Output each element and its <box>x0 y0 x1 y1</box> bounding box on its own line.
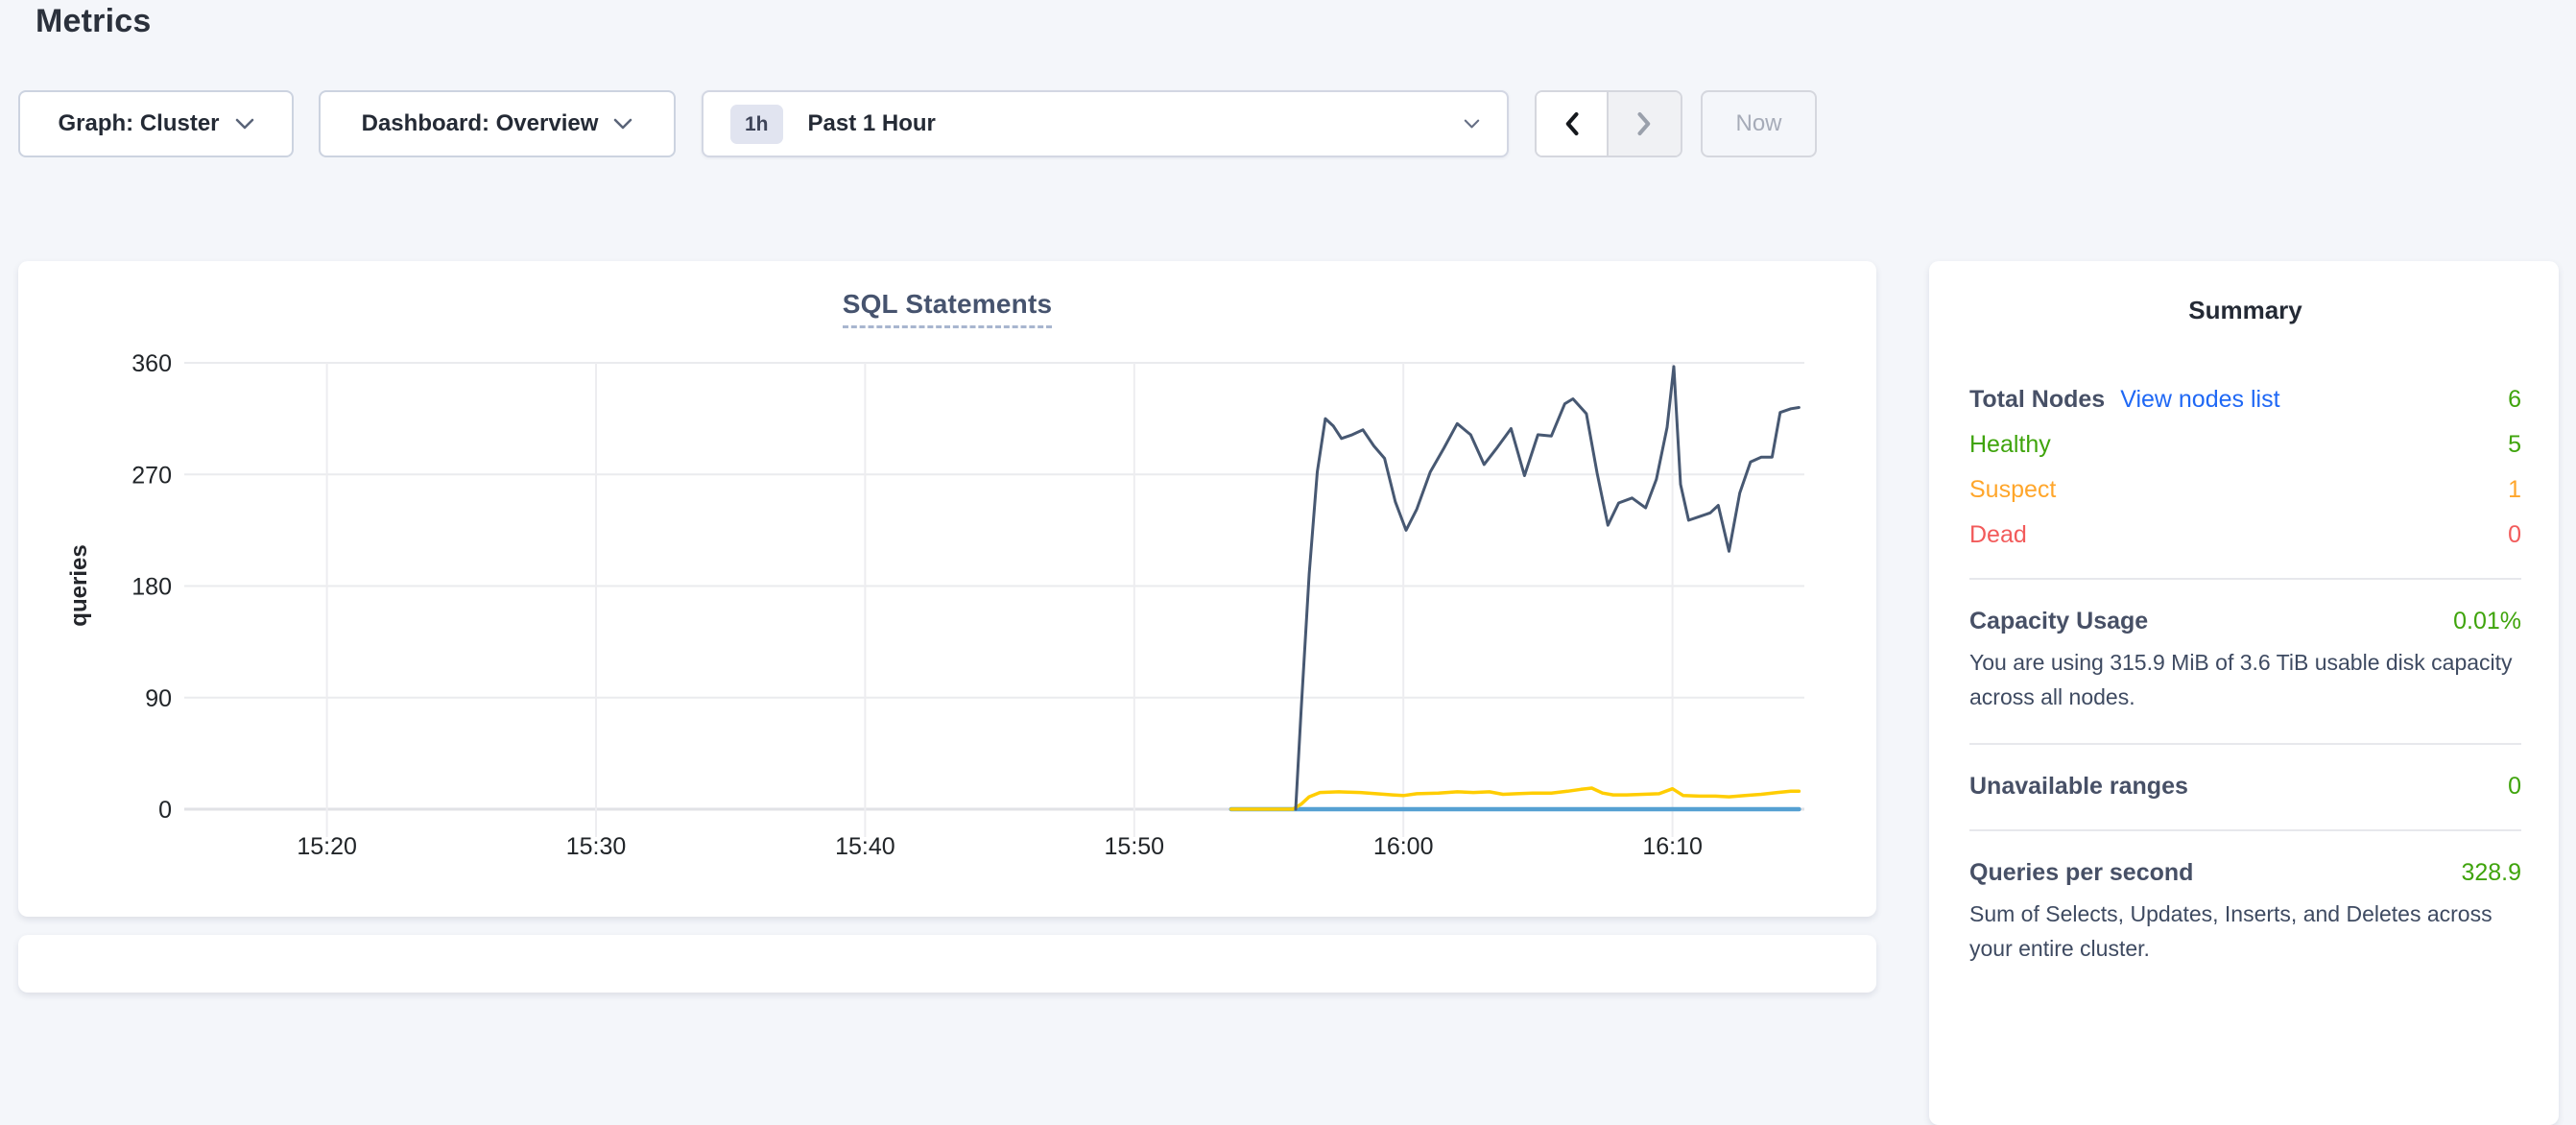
capacity-usage-description: You are using 315.9 MiB of 3.6 TiB usabl… <box>1969 650 2513 709</box>
y-tick-label-180: 180 <box>131 574 172 601</box>
graph-selector-dropdown[interactable]: Graph: Cluster <box>18 90 294 157</box>
divider <box>1969 829 2521 831</box>
x-tick-label-15:50: 15:50 <box>1105 833 1165 860</box>
x-tick-label-15:20: 15:20 <box>297 833 357 860</box>
divider <box>1969 578 2521 580</box>
healthy-label: Healthy <box>1969 431 2051 458</box>
summary-row-total-nodes: Total Nodes View nodes list 6 <box>1969 385 2521 414</box>
y-tick-label-0: 0 <box>158 797 172 824</box>
summary-row-capacity-usage: Capacity Usage 0.01% <box>1969 607 2521 635</box>
total-nodes-label: Total Nodes <box>1969 386 2106 413</box>
summary-row-queries-per-second: Queries per second 328.9 <box>1969 858 2521 887</box>
queries-per-second-label: Queries per second <box>1969 859 2194 886</box>
series-2-yellow-line <box>1229 786 1801 811</box>
chart-title[interactable]: SQL Statements <box>842 289 1053 328</box>
now-button-label: Now <box>1735 110 1782 136</box>
chevron-right-icon <box>1637 112 1651 135</box>
time-window-badge: 1h <box>730 104 783 144</box>
sql-statements-chart[interactable]: 0 90 180 270 360 15:20 15:30 15:40 15:50 16:00 16:… <box>18 261 1876 917</box>
summary-row-suspect: Suspect 1 <box>1969 475 2521 504</box>
queries-per-second-description: Sum of Selects, Updates, Inserts, and De… <box>1969 901 2493 961</box>
y-tick-label-360: 360 <box>131 350 172 377</box>
dashboard-selector-dropdown[interactable]: Dashboard: Overview <box>319 90 676 157</box>
graph-selector-label: Graph: Cluster <box>58 110 220 136</box>
divider <box>1969 743 2521 745</box>
suspect-value: 1 <box>2508 476 2521 503</box>
summary-title: Summary <box>2188 296 2302 324</box>
capacity-usage-label: Capacity Usage <box>1969 608 2149 634</box>
y-tick-label-90: 90 <box>145 685 172 712</box>
suspect-label: Suspect <box>1969 476 2057 503</box>
x-tick-label-15:30: 15:30 <box>566 833 627 860</box>
unavailable-ranges-label: Unavailable ranges <box>1969 773 2188 800</box>
x-tick-label-16:10: 16:10 <box>1642 833 1703 860</box>
dead-value: 0 <box>2508 521 2521 548</box>
chevron-down-icon <box>1464 119 1480 129</box>
chevron-left-icon <box>1565 112 1579 135</box>
next-time-window-button[interactable] <box>1609 92 1681 156</box>
y-tick-label-270: 270 <box>131 462 172 489</box>
time-window-label: Past 1 Hour <box>807 110 936 136</box>
next-chart-card <box>18 935 1876 993</box>
chevron-down-icon <box>614 118 632 130</box>
page-title: Metrics <box>36 3 152 39</box>
view-nodes-list-link[interactable]: View nodes list <box>2120 386 2280 413</box>
queries-per-second-value: 328.9 <box>2461 859 2521 886</box>
summary-row-dead: Dead 0 <box>1969 520 2521 549</box>
unavailable-ranges-value: 0 <box>2508 773 2521 800</box>
dashboard-selector-label: Dashboard: Overview <box>361 110 599 136</box>
summary-row-unavailable-ranges: Unavailable ranges 0 <box>1969 772 2521 801</box>
total-nodes-value: 6 <box>2508 386 2521 413</box>
healthy-value: 5 <box>2508 431 2521 458</box>
previous-time-window-button[interactable] <box>1537 92 1609 156</box>
chevron-down-icon <box>235 118 253 130</box>
series-1-dark-slate-line <box>1294 365 1801 811</box>
x-tick-label-15:40: 15:40 <box>835 833 895 860</box>
chart-title-wrap: SQL Statements <box>18 261 1876 328</box>
dead-label: Dead <box>1969 521 2027 548</box>
sql-statements-chart-card: SQL Statements queries 0 90 180 270 360 15:20… <box>18 261 1876 917</box>
x-tick-label-16:00: 16:00 <box>1373 833 1434 860</box>
summary-panel: Summary Total Nodes View nodes list 6 He… <box>1929 261 2559 1125</box>
time-window-picker[interactable]: 1h Past 1 Hour <box>702 90 1509 157</box>
summary-row-healthy: Healthy 5 <box>1969 430 2521 459</box>
now-button[interactable]: Now <box>1701 90 1817 157</box>
time-window-step-buttons <box>1535 90 1682 157</box>
capacity-usage-value: 0.01% <box>2453 608 2521 634</box>
